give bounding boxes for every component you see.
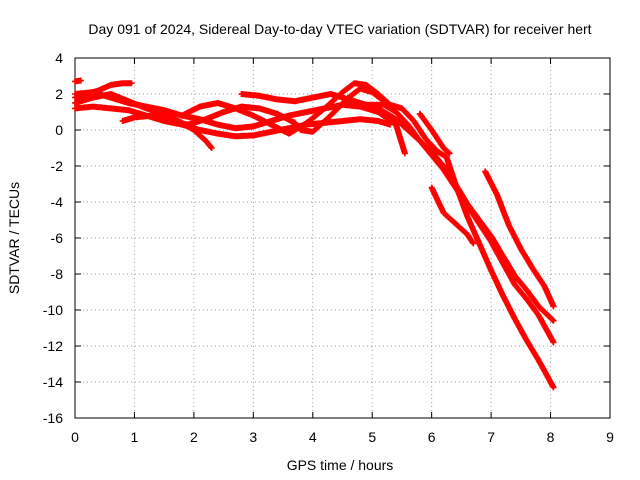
y-tick-label: -6 <box>51 230 64 246</box>
axis-ticks <box>74 57 611 419</box>
series-markers <box>119 85 394 135</box>
series-track <box>416 110 453 157</box>
series-markers <box>416 110 453 157</box>
x-tick-label: 7 <box>487 429 495 445</box>
series-track <box>369 103 557 324</box>
x-tick-label: 3 <box>249 429 257 445</box>
y-tick-label: -8 <box>51 266 64 282</box>
series-markers <box>72 89 408 157</box>
y-tick-label: -12 <box>43 338 63 354</box>
y-tick-label: -4 <box>51 194 64 210</box>
series-markers <box>482 168 557 310</box>
chart-title: Day 091 of 2024, Sidereal Day-to-day VTE… <box>88 21 591 37</box>
series-track <box>179 80 557 391</box>
x-tick-label: 4 <box>309 429 317 445</box>
y-axis-label: SDTVAR / TECUs <box>6 182 22 294</box>
x-tick-label: 1 <box>131 429 139 445</box>
y-tick-label: 4 <box>55 50 63 66</box>
series-track <box>428 184 477 247</box>
series-markers <box>369 103 557 324</box>
series-track <box>119 85 394 135</box>
x-tick-label: 8 <box>547 429 555 445</box>
series-markers <box>179 80 557 391</box>
x-axis-label: GPS time / hours <box>287 457 394 473</box>
series-track <box>482 168 557 310</box>
series-markers <box>428 184 477 247</box>
y-tick-label: -16 <box>43 410 63 426</box>
y-tick-label: -10 <box>43 302 63 318</box>
x-tick-label: 6 <box>428 429 436 445</box>
series-track <box>72 89 408 157</box>
x-tick-label: 2 <box>190 429 198 445</box>
x-tick-label: 0 <box>71 429 79 445</box>
x-tick-label: 5 <box>368 429 376 445</box>
x-tick-label: 9 <box>606 429 614 445</box>
series-track <box>72 77 84 85</box>
data-series <box>72 77 557 391</box>
y-tick-label: 2 <box>55 86 63 102</box>
y-tick-label: 0 <box>55 122 63 138</box>
y-tick-label: -2 <box>51 158 64 174</box>
y-tick-label: -14 <box>43 374 63 390</box>
series-markers <box>72 77 84 85</box>
